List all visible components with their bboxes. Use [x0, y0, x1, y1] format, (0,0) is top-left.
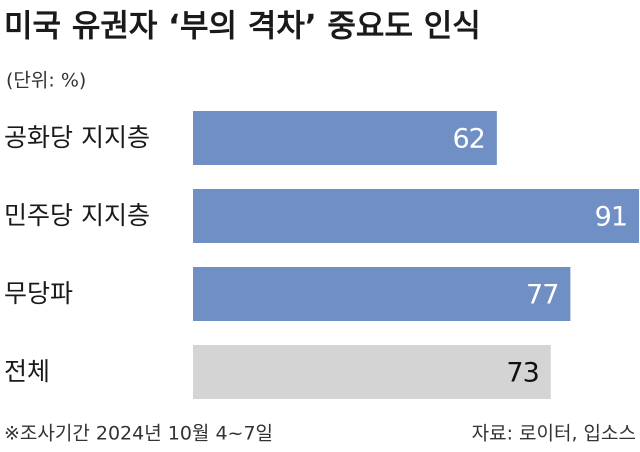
bar — [193, 345, 551, 399]
category-label: 공화당 지지층 — [4, 123, 150, 152]
chart-subtitle: (단위: %) — [6, 70, 86, 92]
chart-title: 미국 유권자 ‘부의 격차’ 중요도 인식 — [4, 9, 481, 45]
value-label: 62 — [453, 124, 485, 155]
bar — [193, 111, 497, 165]
category-label: 무당파 — [4, 279, 73, 308]
bar — [193, 189, 639, 243]
source: 자료: 로이터, 입소스 — [472, 423, 636, 445]
bar — [193, 267, 571, 321]
category-label: 전체 — [4, 357, 50, 386]
value-label: 91 — [595, 202, 627, 233]
footnote: ※조사기간 2024년 10월 4~7일 — [4, 423, 273, 445]
category-label: 민주당 지지층 — [4, 201, 150, 230]
value-label: 73 — [506, 358, 538, 389]
value-label: 77 — [526, 280, 558, 311]
